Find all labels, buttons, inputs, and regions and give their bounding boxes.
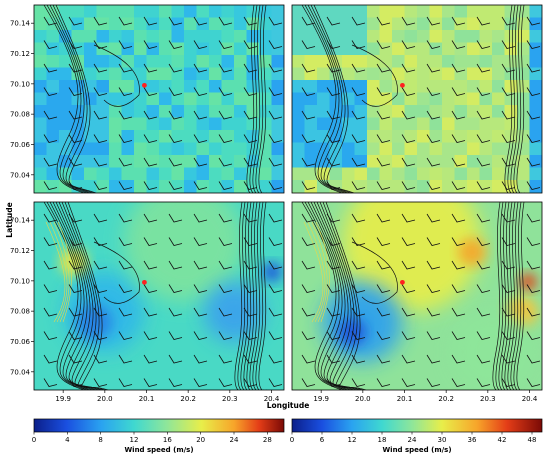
station-marker [142,82,147,88]
x-tick-label: 20.1 [397,395,413,403]
colorbar-tick-label: 48 [528,436,537,444]
colorbar-tick-label: 0 [32,436,36,444]
colorbar-label: Wind speed (m/s) [124,446,193,454]
x-tick-label: 19.9 [313,395,329,403]
y-tick-label: 70.06 [10,338,31,346]
y-tick-label: 70.12 [10,50,30,58]
panel-top-right [291,4,543,194]
panel-top-left: 70.04 70.06 70.08 70.10 70.12 70.14 [10,4,285,194]
y-tick-label: 70.10 [10,277,30,285]
y-tick-label: 70.08 [10,308,30,316]
colorbar-1: 0 4 8 12 16 20 24 28 Wind speed (m/s) [32,418,285,454]
colorbar-tick-label: 8 [98,436,102,444]
y-tick-label: 70.10 [10,80,30,88]
colorbar-tick-label: 24 [230,436,239,444]
colorbar-tick-label: 6 [320,436,325,444]
colorbar-2: 0 6 12 18 24 30 36 42 48 Wind speed (m/s) [290,418,543,454]
y-tick-label: 70.06 [10,141,31,149]
x-tick-label: 20.4 [264,395,280,403]
x-tick-label: 20.2 [180,395,196,403]
x-tick-label: 20.0 [355,395,371,403]
y-tick-label: 70.14 [10,20,31,28]
colorbar-label: Wind speed (m/s) [382,446,451,454]
colorbar-tick-label: 0 [290,436,294,444]
colorbar-tick-label: 16 [163,436,172,444]
y-tick-label: 70.12 [10,247,30,255]
colorbar-tick-label: 18 [378,436,387,444]
colorbar-tick-label: 30 [438,436,447,444]
station-marker [142,279,147,285]
y-tick-label: 70.08 [10,111,30,119]
y-tick-label: 70.04 [10,368,31,376]
x-tick-label: 20.3 [480,395,496,403]
colorbar-tick-label: 24 [408,436,417,444]
x-tick-label: 20.1 [139,395,155,403]
x-axis-label: Longitude [267,401,310,410]
y-tick-label: 70.14 [10,217,31,225]
colorbar-tick-label: 12 [348,436,357,444]
x-tick-label: 20.0 [97,395,113,403]
colorbar-tick-label: 42 [498,436,507,444]
station-marker [400,279,405,285]
colorbar-tick-label: 4 [65,436,70,444]
x-tick-label: 19.9 [55,395,71,403]
x-tick-label: 20.2 [438,395,454,403]
y-axis-label: Latitude [5,202,14,237]
y-tick-label: 70.04 [10,171,31,179]
colorbar-tick-label: 28 [263,436,272,444]
colorbar-tick-label: 36 [468,436,477,444]
station-marker [400,82,405,88]
panel-bottom-right: 19.9 20.0 20.1 20.2 20.3 20.4 [291,201,543,403]
x-tick-label: 20.3 [222,395,238,403]
panel-bottom-left: 70.04 70.06 70.08 70.10 70.12 70.14 19.9 20.0 20… [10,201,285,403]
x-tick-label: 20.4 [522,395,538,403]
colorbar-tick-label: 20 [196,436,205,444]
colorbar-tick-label: 12 [130,436,139,444]
